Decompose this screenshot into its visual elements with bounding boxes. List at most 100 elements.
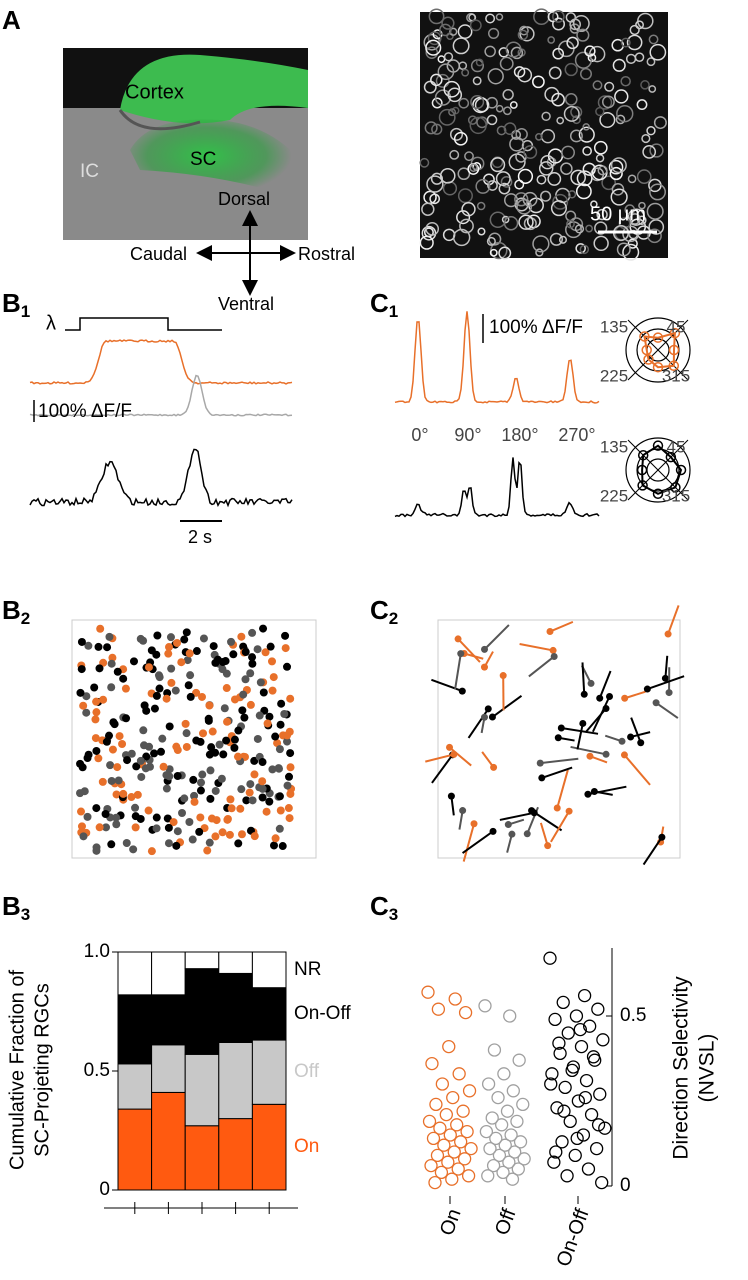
data-point (460, 1124, 474, 1139)
polar-point (643, 354, 654, 365)
cell (457, 24, 473, 39)
cell (426, 175, 444, 193)
cell-dot (212, 816, 221, 825)
polar-point (637, 480, 648, 491)
cell-dot (596, 694, 604, 702)
cell (429, 193, 441, 205)
data-point (574, 1039, 589, 1054)
cell-dot (222, 736, 231, 745)
data-point (586, 1050, 601, 1064)
polar-point (641, 344, 652, 356)
cell (597, 165, 608, 176)
cell-dot (242, 796, 251, 805)
data-point (576, 1128, 591, 1142)
polar-label: 135 (600, 437, 628, 456)
bar-segment (151, 994, 186, 1046)
data-point (583, 1019, 597, 1033)
cell (503, 215, 519, 231)
cell (470, 94, 485, 110)
cell-dot (250, 770, 259, 779)
cell-dot (112, 820, 121, 829)
cell (457, 188, 473, 204)
direction-pin (448, 746, 472, 767)
cell (570, 106, 583, 119)
scale-label: 100% ΔF/F (38, 401, 132, 422)
cell (610, 157, 627, 174)
cell-dot (458, 687, 466, 695)
cell-dot (82, 708, 91, 717)
cell-dot (95, 823, 104, 832)
x-tick-label: On (436, 1206, 466, 1239)
cell (495, 104, 504, 113)
data-point (481, 1077, 496, 1091)
cell (635, 20, 644, 30)
cell (486, 236, 496, 246)
cell-dot (185, 817, 194, 826)
cell-dot (180, 794, 189, 803)
data-point (543, 951, 557, 965)
panel-label: B1 (2, 288, 30, 322)
cell (593, 235, 609, 252)
cell-dot (222, 684, 231, 693)
polar-label: 45 (667, 317, 686, 336)
cell-dot (286, 749, 295, 758)
data-point (504, 1128, 518, 1142)
cell-dot (132, 762, 141, 771)
map-frame (437, 619, 681, 859)
y-tick-label: 0.5 (84, 1060, 110, 1081)
data-point (487, 1043, 502, 1057)
direction-pin (467, 708, 490, 739)
data-point (446, 1090, 460, 1105)
data-point (428, 1175, 442, 1190)
direction-pin (425, 753, 455, 763)
cell-dot (102, 737, 111, 746)
cell (487, 68, 504, 85)
cell-dot (275, 792, 284, 801)
bar-segment (251, 987, 287, 1041)
cell-dot (237, 830, 246, 839)
cell-dot (269, 841, 278, 850)
cell-dot (223, 717, 232, 726)
cell-dot (508, 830, 516, 838)
cell (579, 244, 590, 255)
direction-pin (624, 690, 646, 700)
cell (517, 29, 529, 41)
cell (449, 127, 464, 141)
cell-dot (269, 673, 278, 682)
cell (513, 66, 526, 78)
cell (569, 129, 583, 143)
direction-pin (576, 723, 584, 750)
cell (487, 180, 498, 191)
direction-pin (664, 655, 669, 679)
data-point (451, 1162, 465, 1176)
cell-dot (553, 804, 561, 812)
cell (475, 58, 484, 67)
cell-dot (196, 786, 205, 795)
bar-segment (117, 951, 153, 996)
cell-dot (544, 842, 552, 850)
cell-dot (159, 762, 168, 771)
stimulus-label: λ (46, 312, 56, 334)
cell (622, 225, 639, 243)
panel-label: C3 (370, 891, 398, 925)
data-point (512, 1053, 526, 1067)
data-point (429, 1097, 443, 1112)
cell-dot (454, 635, 462, 643)
data-point (560, 1169, 574, 1183)
y-tick-label: 1.0 (84, 941, 110, 962)
cell (556, 116, 565, 125)
cell (505, 41, 522, 58)
panel-subscript: 3 (389, 905, 398, 924)
cell (590, 200, 598, 208)
stimulus (65, 317, 222, 331)
data-point (425, 1056, 439, 1071)
cell (502, 106, 512, 116)
bar-segment (218, 951, 253, 974)
cell (616, 105, 634, 123)
polar-label: 315 (662, 486, 690, 505)
cell (641, 133, 651, 144)
data-point (431, 1002, 446, 1016)
bar-segment (218, 1118, 253, 1191)
cell (547, 36, 556, 44)
